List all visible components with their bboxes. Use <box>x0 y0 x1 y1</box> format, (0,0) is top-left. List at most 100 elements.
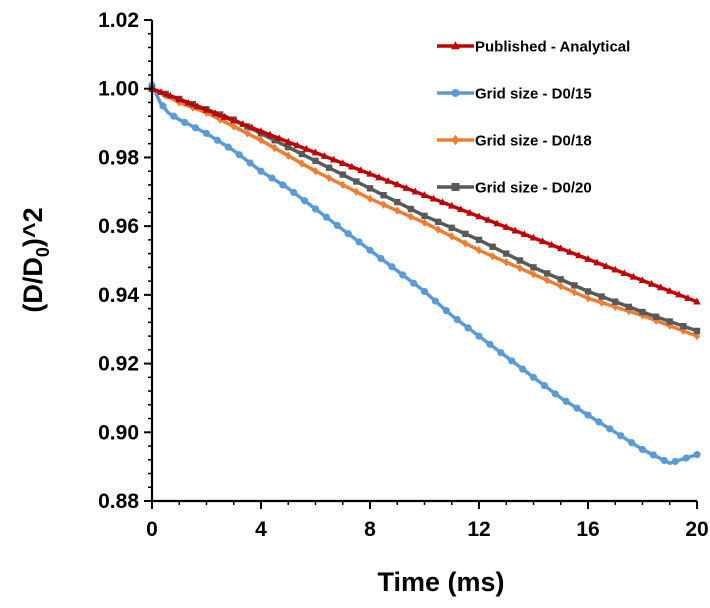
series-marker <box>566 247 574 255</box>
series-marker <box>394 206 401 215</box>
series-marker <box>489 243 496 250</box>
series-marker <box>284 137 292 145</box>
series-marker <box>181 118 189 126</box>
series-marker <box>224 143 232 151</box>
series-marker <box>380 192 387 199</box>
series-marker <box>230 116 238 124</box>
series-marker <box>202 105 211 113</box>
series-marker <box>339 171 346 178</box>
series-marker <box>407 212 415 221</box>
series-marker <box>257 127 265 135</box>
series-marker <box>538 237 547 245</box>
x-tick-label: 8 <box>364 518 376 541</box>
legend-marker <box>451 41 460 50</box>
series-marker <box>584 255 592 262</box>
series-marker <box>271 137 278 144</box>
series-marker <box>366 185 374 192</box>
series-marker <box>530 270 537 279</box>
series-marker <box>239 120 247 127</box>
series-marker <box>189 103 197 112</box>
series-marker <box>339 159 347 166</box>
series-marker <box>268 174 276 182</box>
series-marker <box>652 313 660 320</box>
series-marker <box>475 246 483 255</box>
series-marker <box>420 191 429 198</box>
series-marker <box>540 381 549 390</box>
y-axis-title-suffix: )^2 <box>18 207 48 247</box>
series-marker <box>159 102 167 110</box>
series-marker <box>192 124 200 132</box>
series-marker <box>462 230 469 238</box>
series-marker <box>684 294 692 301</box>
series-marker <box>421 218 428 227</box>
series-marker <box>625 303 633 311</box>
series-marker <box>393 180 401 188</box>
series-marker <box>380 200 387 209</box>
series-marker <box>230 122 237 131</box>
series-marker <box>497 348 505 357</box>
series-marker <box>248 123 256 131</box>
series-marker <box>325 164 333 171</box>
series-marker <box>466 208 474 216</box>
series-0 <box>148 84 701 305</box>
series-marker <box>475 332 483 340</box>
series-marker <box>502 223 510 230</box>
series-marker <box>213 136 221 144</box>
series-marker <box>448 232 455 241</box>
series-marker <box>666 318 673 325</box>
series-marker <box>375 173 383 181</box>
series-marker <box>442 307 450 315</box>
series-marker <box>434 225 442 234</box>
series-marker <box>584 288 592 295</box>
series-marker <box>176 98 183 107</box>
series-marker <box>620 269 629 277</box>
series-marker <box>602 262 610 269</box>
series-marker <box>353 178 360 185</box>
y-axis-title-prefix: (D/D <box>18 257 48 313</box>
series-marker <box>606 425 614 433</box>
series-marker <box>573 404 581 412</box>
series-marker <box>629 272 638 280</box>
series-marker <box>508 357 516 365</box>
series-marker <box>246 159 254 167</box>
series-marker <box>693 451 701 459</box>
series-marker <box>519 365 527 373</box>
series-marker <box>220 113 229 120</box>
series-marker <box>595 418 603 426</box>
series-marker <box>431 297 439 305</box>
series-marker <box>257 167 265 175</box>
series-marker <box>157 88 165 95</box>
series-marker <box>407 205 415 213</box>
y-tick-label: 0.96 <box>98 215 139 238</box>
legend-entry-label: Grid size - D0/15 <box>475 86 592 103</box>
series-marker <box>293 141 302 149</box>
series-marker <box>551 390 559 398</box>
series-marker <box>660 456 668 465</box>
series-marker <box>211 109 220 117</box>
series-marker <box>584 294 592 303</box>
series-marker <box>593 258 601 266</box>
series-marker <box>516 264 524 273</box>
series-marker <box>448 224 455 232</box>
x-tick-label: 12 <box>467 518 490 541</box>
series-marker <box>301 197 309 205</box>
legend-marker <box>451 134 460 146</box>
series-marker <box>612 298 619 305</box>
series-marker <box>611 265 619 273</box>
series-marker <box>275 134 283 142</box>
series-marker <box>311 148 320 156</box>
series-marker <box>325 173 333 183</box>
series-marker <box>312 167 319 176</box>
y-tick-label: 0.98 <box>98 146 139 169</box>
series-marker <box>671 457 679 466</box>
series-marker <box>529 233 538 241</box>
series-marker <box>366 169 374 177</box>
y-tick-label: 1.02 <box>98 9 139 32</box>
series-marker <box>357 166 365 174</box>
series-marker <box>175 95 183 103</box>
series-marker <box>216 115 224 124</box>
series-marker <box>279 181 287 189</box>
x-tick-label: 0 <box>146 518 158 541</box>
series-marker <box>628 438 636 447</box>
series-marker <box>693 327 701 335</box>
